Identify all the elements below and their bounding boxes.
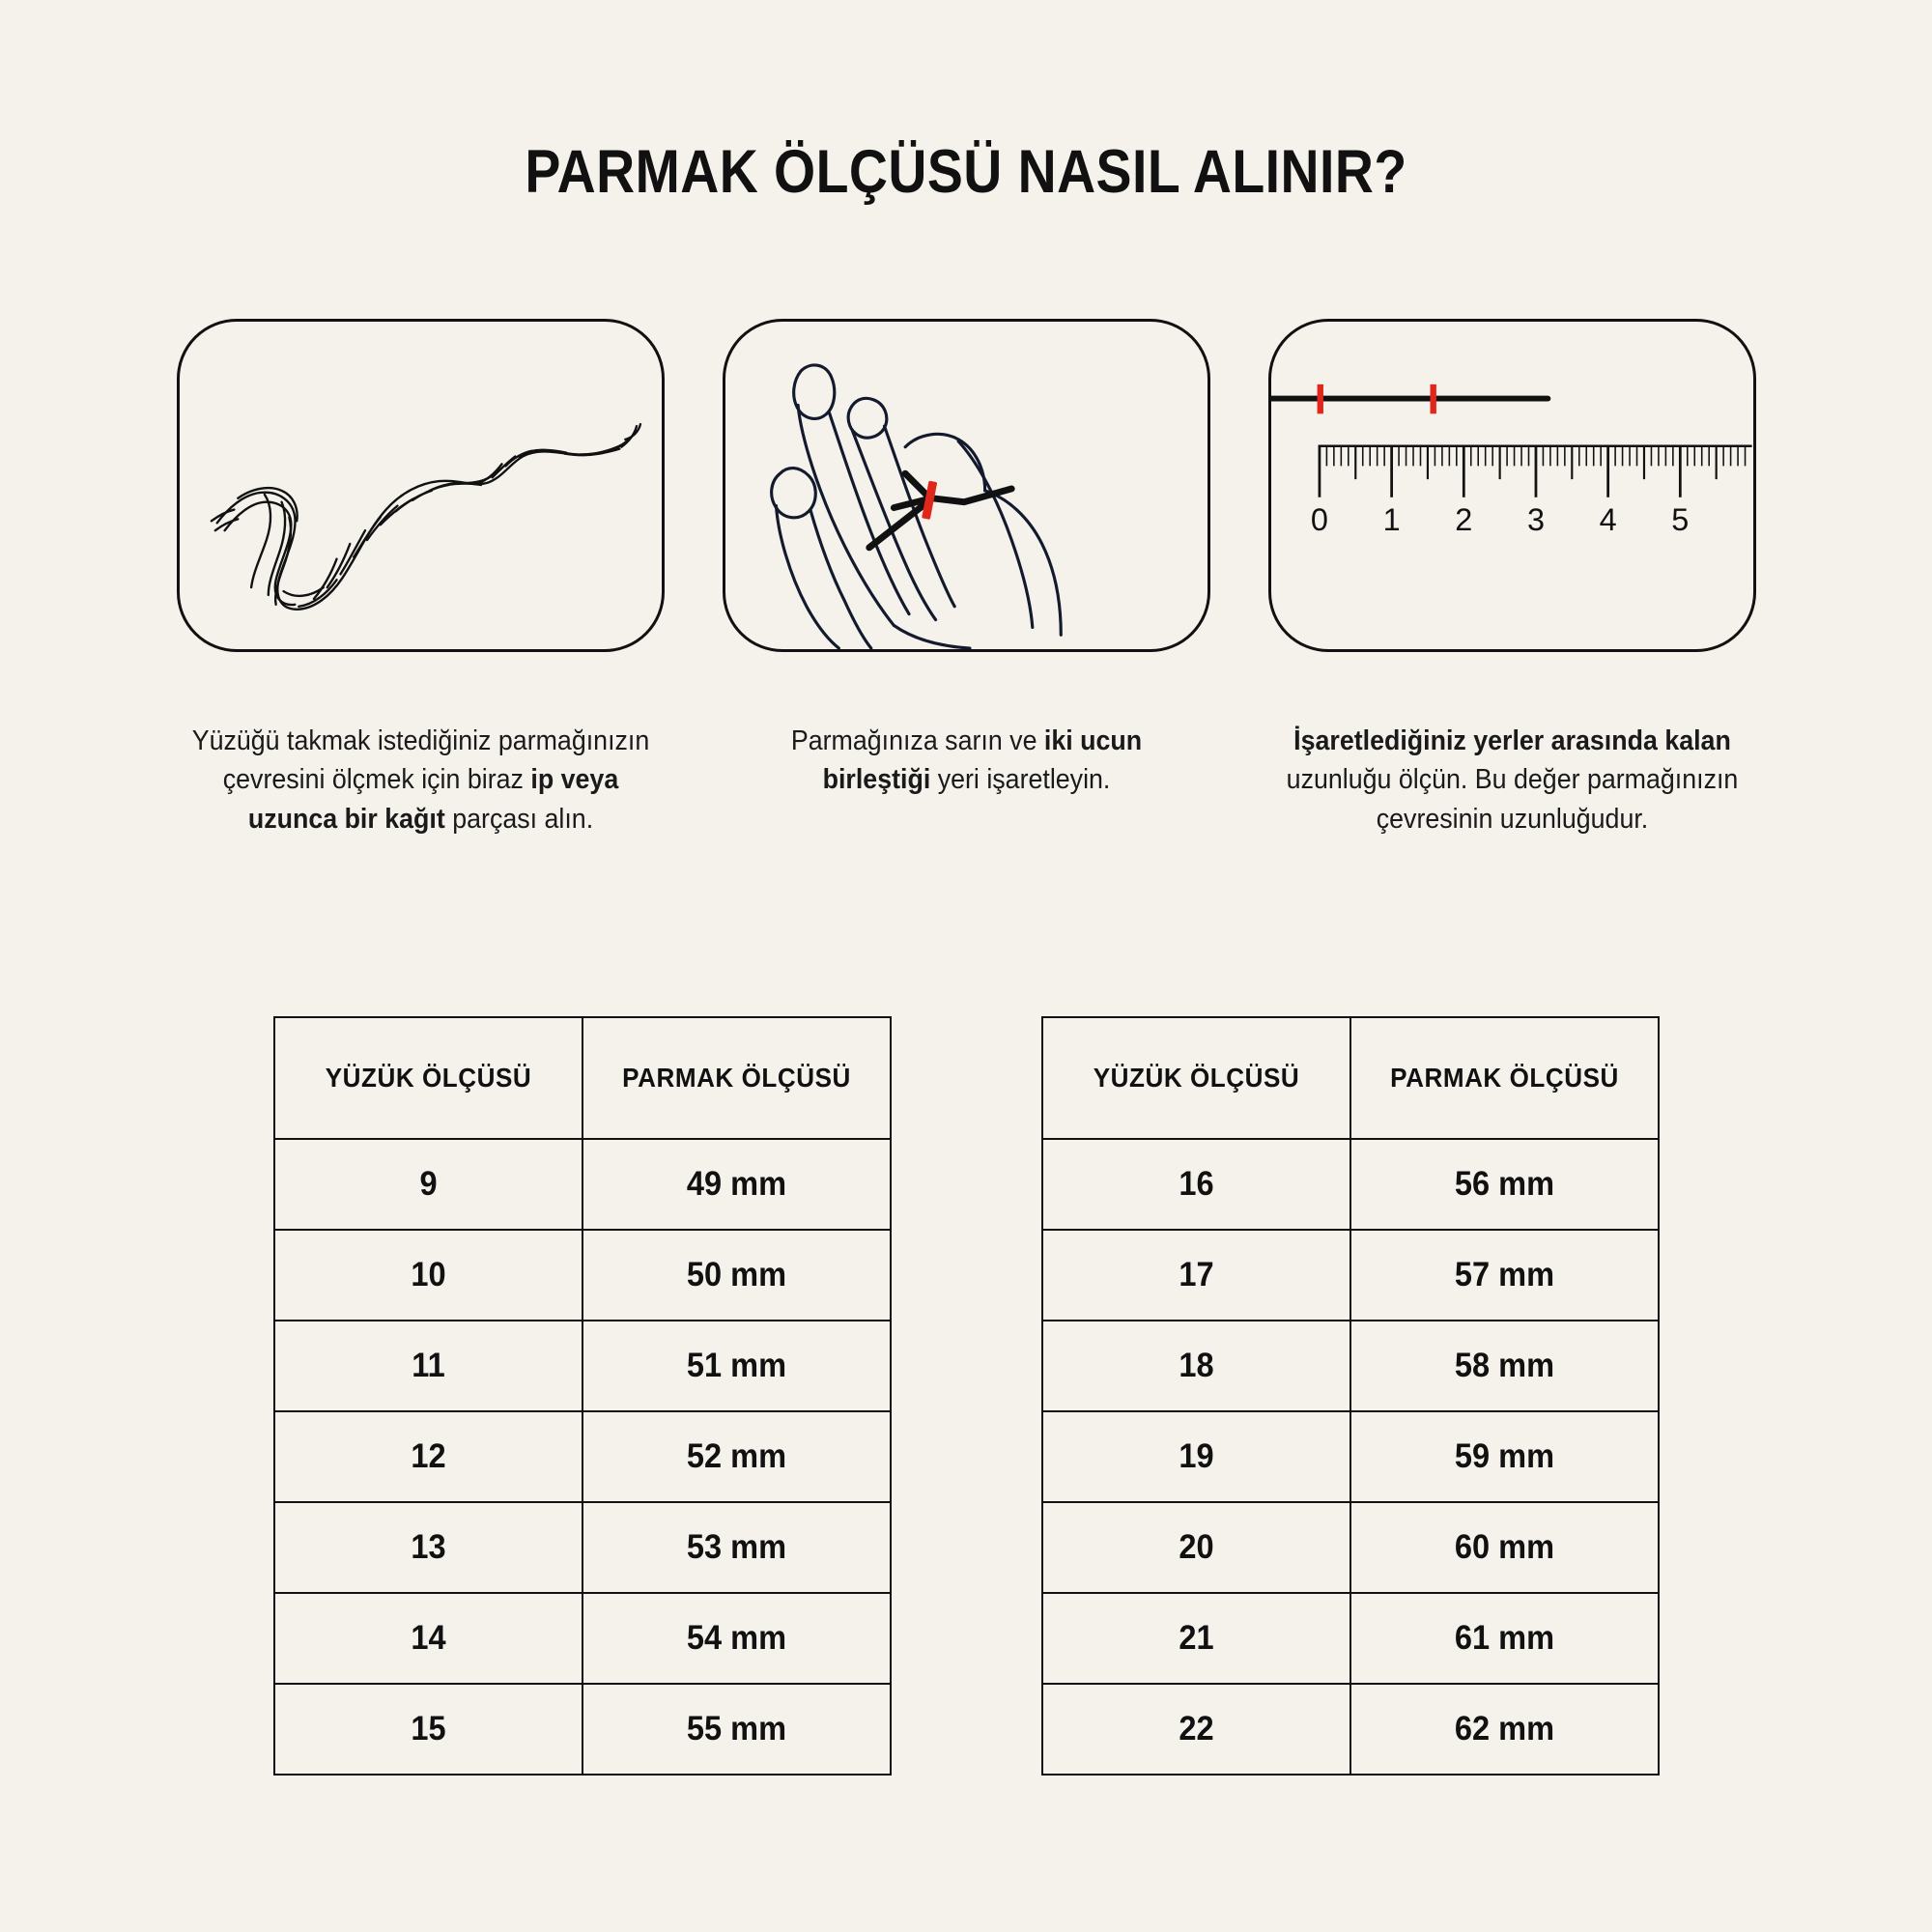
table-row: 18 58 mm	[1042, 1320, 1659, 1412]
table-row: 9 49 mm	[274, 1138, 891, 1231]
steps-row: Yüzüğü takmak istediğiniz parmağınızın ç…	[0, 319, 1932, 838]
table-row: 16 56 mm	[1042, 1138, 1659, 1231]
cell-finger-size: 58 mm	[1359, 1320, 1649, 1412]
table-row: 21 61 mm	[1042, 1592, 1659, 1685]
size-tables: YÜZÜK ÖLÇÜSÜ PARMAK ÖLÇÜSÜ 9 49 mm 10 50 m…	[0, 1016, 1932, 1776]
hand-with-string-icon	[769, 363, 1063, 649]
ruler-label-3: 3	[1526, 502, 1544, 537]
table-header-row: YÜZÜK ÖLÇÜSÜ PARMAK ÖLÇÜSÜ	[1042, 1016, 1659, 1140]
cell-ring-size: 15	[283, 1683, 573, 1776]
cell-ring-size: 13	[283, 1501, 573, 1594]
step-2-caption: Parmağınıza sarın ve iki ucun birleştiği…	[737, 722, 1196, 800]
cell-ring-size: 18	[1051, 1320, 1341, 1412]
cell-finger-size: 55 mm	[591, 1683, 881, 1776]
size-table-right: YÜZÜK ÖLÇÜSÜ PARMAK ÖLÇÜSÜ 16 56 mm 17 57 …	[1041, 1016, 1660, 1776]
cell-ring-size: 20	[1051, 1501, 1341, 1594]
step-2-illustration-panel	[722, 319, 1210, 652]
red-mark-icon	[921, 480, 937, 520]
cell-finger-size: 53 mm	[591, 1501, 881, 1594]
table-row: 20 60 mm	[1042, 1501, 1659, 1594]
caption-text-bold: ip veya uzunca bir kağıt	[247, 764, 618, 835]
table-header-row: YÜZÜK ÖLÇÜSÜ PARMAK ÖLÇÜSÜ	[274, 1016, 891, 1140]
step-3: 0 1 2 3 4 5 İşaretlediğiniz yerler arası…	[1267, 319, 1756, 838]
column-header-finger-size: PARMAK ÖLÇÜSÜ	[591, 1016, 881, 1140]
red-mark-end-icon	[1430, 384, 1436, 414]
step-1-illustration-panel	[176, 319, 665, 652]
red-mark-start-icon	[1317, 384, 1323, 414]
column-header-finger-size: PARMAK ÖLÇÜSÜ	[1359, 1016, 1649, 1140]
ruler-label-1: 1	[1382, 502, 1400, 537]
table-row: 14 54 mm	[274, 1592, 891, 1685]
caption-text-plain-2: parçası alın.	[444, 803, 593, 835]
cell-ring-size: 14	[283, 1592, 573, 1685]
cell-finger-size: 57 mm	[1359, 1229, 1649, 1321]
column-header-ring-size: YÜZÜK ÖLÇÜSÜ	[283, 1016, 573, 1140]
cell-finger-size: 60 mm	[1359, 1501, 1649, 1594]
ruler-label-4: 4	[1599, 502, 1616, 537]
ruler-body	[1318, 444, 1752, 497]
ruler-label-5: 5	[1671, 502, 1689, 537]
cell-finger-size: 61 mm	[1359, 1592, 1649, 1685]
cell-finger-size: 59 mm	[1359, 1410, 1649, 1503]
table-row: 17 57 mm	[1042, 1229, 1659, 1321]
cell-finger-size: 49 mm	[591, 1138, 881, 1231]
cell-finger-size: 62 mm	[1359, 1683, 1649, 1776]
table-row: 10 50 mm	[274, 1229, 891, 1321]
caption-text-plain-2: yeri işaretleyin.	[929, 764, 1110, 796]
table-row: 22 62 mm	[1042, 1683, 1659, 1776]
cell-ring-size: 9	[283, 1138, 573, 1231]
step-1: Yüzüğü takmak istediğiniz parmağınızın ç…	[176, 319, 665, 838]
cell-ring-size: 17	[1051, 1229, 1341, 1321]
cell-finger-size: 54 mm	[591, 1592, 881, 1685]
cell-finger-size: 50 mm	[591, 1229, 881, 1321]
table-row: 13 53 mm	[274, 1501, 891, 1594]
table-row: 12 52 mm	[274, 1410, 891, 1503]
caption-text-plain: Parmağınıza sarın ve	[790, 725, 1044, 756]
caption-text-plain: uzunluğu ölçün. Bu değer parmağınızın çe…	[1286, 764, 1738, 835]
cell-ring-size: 16	[1051, 1138, 1341, 1231]
ruler-with-marked-string-icon: 0 1 2 3 4 5	[1270, 384, 1752, 537]
caption-text-plain: Yüzüğü takmak istediğiniz parmağınızın ç…	[191, 725, 649, 796]
table-row: 11 51 mm	[274, 1320, 891, 1412]
size-table-left: YÜZÜK ÖLÇÜSÜ PARMAK ÖLÇÜSÜ 9 49 mm 10 50 m…	[273, 1016, 892, 1776]
step-3-illustration-panel: 0 1 2 3 4 5	[1267, 319, 1756, 652]
twisted-rope-icon	[210, 422, 641, 611]
cell-finger-size: 51 mm	[591, 1320, 881, 1412]
caption-text-bold: iki ucun birleştiği	[822, 725, 1142, 796]
cell-ring-size: 21	[1051, 1592, 1341, 1685]
ruler-label-0: 0	[1310, 502, 1327, 537]
table-row: 19 59 mm	[1042, 1410, 1659, 1503]
table-row: 15 55 mm	[274, 1683, 891, 1776]
ruler-label-2: 2	[1455, 502, 1472, 537]
cell-finger-size: 52 mm	[591, 1410, 881, 1503]
cell-ring-size: 11	[283, 1320, 573, 1412]
page-title: PARMAK ÖLÇÜSÜ NASIL ALINIR?	[525, 138, 1407, 206]
cell-finger-size: 56 mm	[1359, 1138, 1649, 1231]
cell-ring-size: 12	[283, 1410, 573, 1503]
step-1-caption: Yüzüğü takmak istediğiniz parmağınızın ç…	[191, 722, 650, 838]
cell-ring-size: 10	[283, 1229, 573, 1321]
step-3-caption: İşaretlediğiniz yerler arasında kalan uz…	[1283, 722, 1742, 838]
step-2: Parmağınıza sarın ve iki ucun birleştiği…	[722, 319, 1210, 838]
column-header-ring-size: YÜZÜK ÖLÇÜSÜ	[1051, 1016, 1341, 1140]
cell-ring-size: 19	[1051, 1410, 1341, 1503]
caption-text-bold: İşaretlediğiniz yerler arasında kalan	[1293, 725, 1731, 756]
cell-ring-size: 22	[1051, 1683, 1341, 1776]
